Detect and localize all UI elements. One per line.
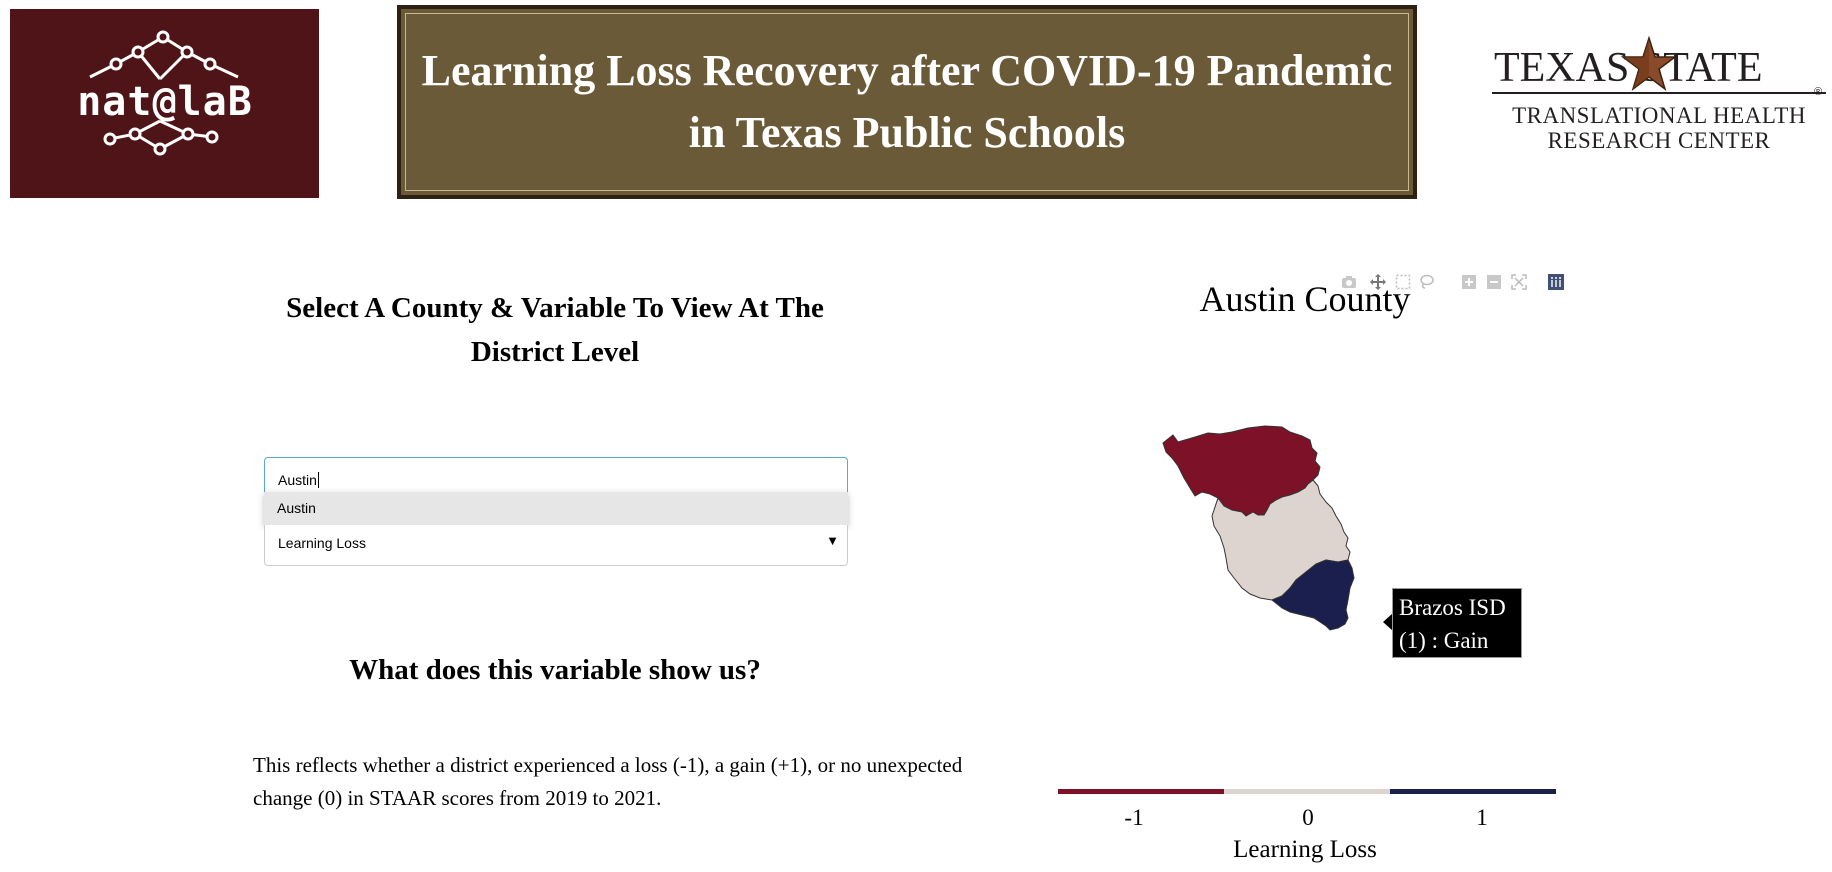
- chevron-down-icon[interactable]: ▼: [826, 533, 839, 548]
- county-input-value: Austin: [278, 472, 317, 488]
- county-dropdown-option[interactable]: Austin: [264, 492, 848, 525]
- colorbar-segment-neutral: [1224, 789, 1390, 794]
- title-banner: Learning Loss Recovery after COVID-19 Pa…: [397, 5, 1417, 199]
- plotly-logo-icon[interactable]: [1548, 274, 1564, 290]
- network-graphic-icon: [89, 30, 239, 156]
- explanation-text: This reflects whether a district experie…: [253, 753, 963, 810]
- colorbar-tick: 1: [1476, 805, 1488, 830]
- map-hover-tooltip: Brazos ISD (1) : Gain: [1392, 588, 1522, 658]
- texas-state-wordmark: TEXAS STATE: [1494, 45, 1763, 91]
- selector-heading: Select A County & Variable To View At Th…: [286, 292, 824, 368]
- pan-icon[interactable]: [1370, 274, 1386, 290]
- tooltip-arrow: [1383, 613, 1393, 631]
- district-region-neutral[interactable]: [1211, 479, 1351, 601]
- datalab-logo: nat@laB: [10, 9, 319, 198]
- lasso-icon[interactable]: [1419, 274, 1435, 290]
- tooltip-district: Brazos ISD: [1399, 595, 1506, 620]
- explanation-heading: What does this variable show us?: [349, 654, 761, 686]
- box-select-icon[interactable]: [1395, 274, 1411, 290]
- county-option-label: Austin: [277, 500, 316, 516]
- logo-subtitle-line1: TRANSLATIONAL HEALTH: [1512, 103, 1806, 128]
- logo-divider: [1492, 92, 1826, 94]
- colorbar-tick: 0: [1302, 805, 1314, 830]
- datalab-wordmark: nat@laB: [77, 79, 253, 125]
- registered-mark: ®: [1814, 86, 1823, 98]
- zoom-out-icon[interactable]: [1486, 274, 1502, 290]
- county-search-input[interactable]: Austin: [264, 457, 848, 493]
- colorbar: [1058, 789, 1556, 794]
- colorbar-tick: -1: [1124, 805, 1144, 830]
- variable-selected-value: Learning Loss: [278, 535, 366, 551]
- page-title: Learning Loss Recovery after COVID-19 Pa…: [421, 46, 1393, 157]
- zoom-in-icon[interactable]: [1461, 274, 1477, 290]
- variable-select[interactable]: Learning Loss ▼: [264, 525, 848, 566]
- colorbar-segment-loss: [1058, 789, 1224, 794]
- camera-icon[interactable]: [1341, 274, 1357, 290]
- colorbar-segment-gain: [1390, 789, 1556, 794]
- texas-state-logo: TEXAS STATE ® TRANSLATIONAL HEALTH RESEA…: [1480, 36, 1832, 166]
- map-title: Austin County: [1199, 279, 1411, 319]
- county-choropleth-map: [1162, 425, 1355, 631]
- tooltip-value: (1) : Gain: [1399, 628, 1489, 653]
- plot-modebar: [1341, 272, 1581, 294]
- star-icon: [1621, 36, 1677, 91]
- district-region-gain-brazos-isd[interactable]: [1271, 559, 1355, 631]
- logo-subtitle-line2: RESEARCH CENTER: [1547, 128, 1771, 153]
- colorbar-title: Learning Loss: [1233, 836, 1377, 863]
- autoscale-icon[interactable]: [1511, 274, 1527, 290]
